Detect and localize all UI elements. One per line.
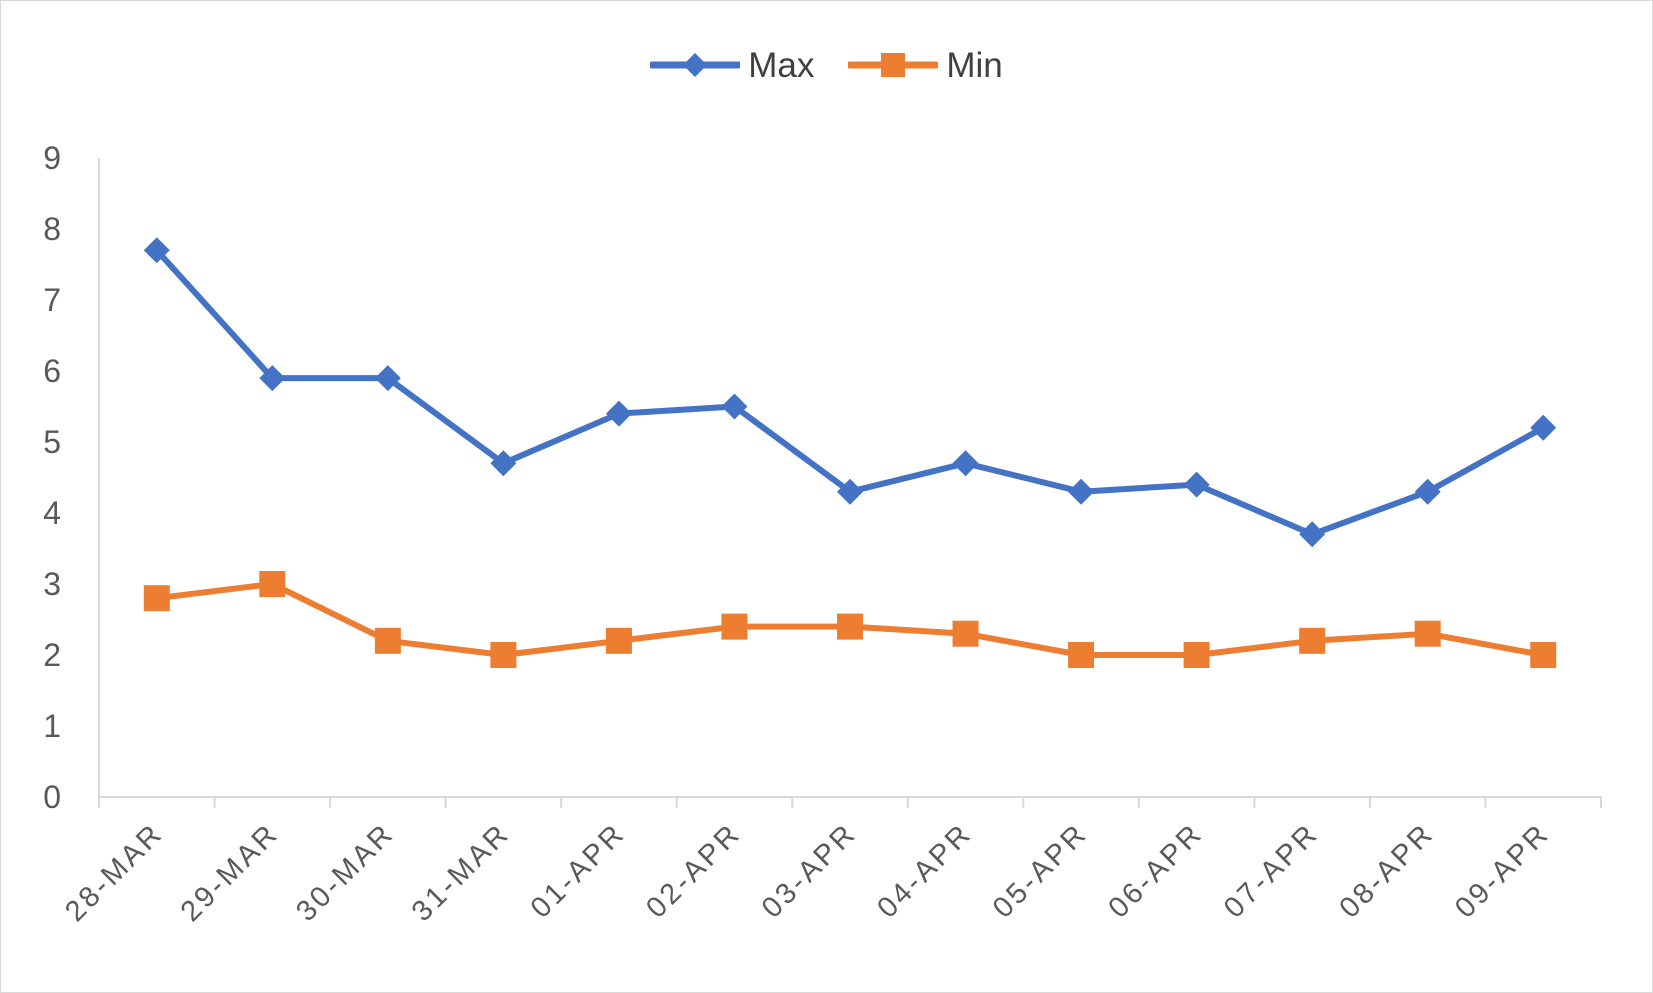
x-tick-label: 01-APR [525, 817, 632, 924]
data-point-min [605, 627, 632, 654]
data-point-min [259, 571, 286, 597]
x-tick-label: 02-APR [640, 817, 747, 924]
y-tick-label: 4 [43, 495, 61, 531]
x-tick-label: 31-MAR [406, 817, 517, 928]
data-point-max [952, 450, 979, 477]
x-tick-label: 07-APR [1218, 817, 1325, 924]
data-point-min [490, 642, 517, 668]
legend-item-min: Min [848, 45, 1003, 85]
data-point-min [1068, 642, 1095, 668]
data-point-max [374, 365, 401, 392]
data-point-max [1299, 521, 1326, 548]
x-tick-label: 08-APR [1333, 817, 1440, 924]
data-point-min [1530, 642, 1557, 668]
y-tick-label: 2 [43, 637, 61, 673]
x-tick-label: 09-APR [1449, 817, 1556, 924]
data-point-max [721, 393, 748, 420]
data-point-max [1183, 471, 1210, 498]
legend-label-max: Max [748, 45, 815, 85]
data-point-min [374, 627, 401, 654]
y-tick-label: 9 [43, 140, 61, 176]
legend-label-min: Min [946, 45, 1003, 85]
data-point-min [143, 585, 170, 612]
y-tick-label: 8 [43, 211, 61, 247]
y-tick-label: 7 [43, 282, 61, 318]
legend-marker-min [848, 53, 939, 77]
data-point-max [837, 478, 863, 505]
legend: Max Min [0, 40, 1653, 90]
data-point-max [1068, 478, 1095, 505]
x-tick-label: 05-APR [987, 817, 1094, 924]
x-tick-label: 04-APR [871, 817, 978, 924]
legend-marker-max [650, 53, 741, 77]
data-point-max [1530, 414, 1557, 441]
data-point-max [1414, 478, 1441, 505]
axes [98, 158, 1602, 808]
y-tick-label: 1 [43, 708, 61, 744]
x-tick-label: 29-MAR [175, 817, 286, 928]
data-point-min [952, 620, 979, 647]
tick-labels: 0 1 2 3 4 5 6 7 8 9 28-MAR 29-MAR 30-MAR 31-MAR 01-APR… [43, 140, 1556, 928]
data-point-max [143, 237, 170, 264]
data-point-max [490, 450, 517, 477]
x-tick-label: 28-MAR [59, 817, 170, 928]
series-max [143, 237, 1557, 548]
legend-item-max: Max [650, 48, 814, 83]
y-tick-label: 3 [43, 566, 61, 602]
data-point-min [837, 613, 863, 640]
x-tick-label: 30-MAR [290, 817, 401, 928]
data-point-min [721, 613, 748, 640]
series-min [143, 571, 1557, 668]
data-point-min [1414, 620, 1441, 647]
series-layer [143, 237, 1557, 668]
data-point-max [605, 400, 632, 427]
x-tick-label: 03-APR [756, 817, 863, 924]
data-point-max [259, 365, 286, 392]
y-tick-label: 6 [43, 353, 61, 389]
data-point-min [1299, 627, 1326, 654]
y-tick-label: 5 [43, 424, 61, 460]
y-tick-label: 0 [43, 779, 61, 815]
x-tick-label: 06-APR [1102, 817, 1209, 924]
data-point-min [1183, 642, 1210, 668]
